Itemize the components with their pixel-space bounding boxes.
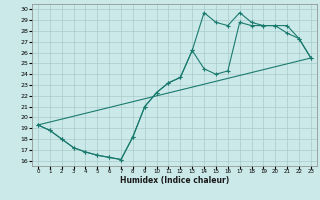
- X-axis label: Humidex (Indice chaleur): Humidex (Indice chaleur): [120, 176, 229, 185]
